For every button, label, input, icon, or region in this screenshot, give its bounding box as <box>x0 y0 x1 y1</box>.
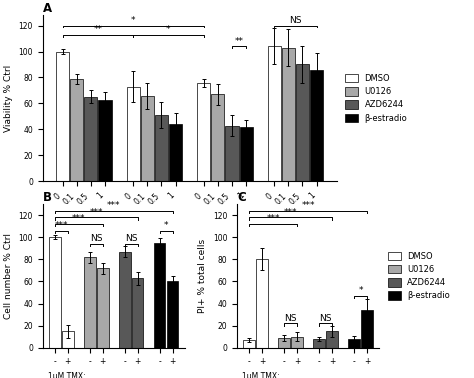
Text: *: * <box>358 286 363 295</box>
Text: 1μM TMX:: 1μM TMX: <box>242 372 280 378</box>
Y-axis label: Viability % Ctrl: Viability % Ctrl <box>4 65 13 132</box>
Bar <box>97 268 109 348</box>
Bar <box>326 331 338 348</box>
Text: A: A <box>43 2 52 15</box>
Bar <box>99 99 111 181</box>
Bar <box>84 97 98 181</box>
Text: **: ** <box>93 25 102 34</box>
Bar <box>132 278 144 348</box>
Bar <box>167 282 178 348</box>
Bar <box>56 51 69 181</box>
Bar <box>244 340 255 348</box>
Bar <box>361 310 373 348</box>
Legend: DMSO, U0126, AZD6244, β-estradio: DMSO, U0126, AZD6244, β-estradio <box>388 251 450 301</box>
Bar <box>268 46 281 181</box>
Bar <box>169 124 182 181</box>
Text: NS: NS <box>289 16 301 25</box>
Text: *: * <box>131 16 136 25</box>
Y-axis label: PI+ % total cells: PI+ % total cells <box>198 239 207 313</box>
Text: 1μM TMX:: 1μM TMX: <box>48 372 85 378</box>
Bar <box>62 331 73 348</box>
Bar <box>225 125 238 181</box>
Bar <box>256 259 268 348</box>
Text: ***: *** <box>284 208 297 217</box>
Text: NS: NS <box>125 234 137 243</box>
Text: ***: *** <box>55 221 68 230</box>
Text: ***: *** <box>266 214 280 223</box>
Bar <box>292 337 303 348</box>
Text: NS: NS <box>319 314 332 323</box>
Bar <box>155 115 168 181</box>
Bar <box>239 127 253 181</box>
Bar <box>154 243 165 348</box>
Text: **: ** <box>235 37 244 46</box>
Bar <box>296 65 309 181</box>
Bar <box>84 257 96 348</box>
Text: ***: *** <box>301 201 315 210</box>
Bar <box>127 87 140 181</box>
Bar <box>119 252 130 348</box>
Bar <box>141 96 154 181</box>
Text: C: C <box>237 191 246 204</box>
Text: NS: NS <box>284 314 297 323</box>
Text: ***: *** <box>72 214 86 223</box>
Text: ***: *** <box>90 208 103 217</box>
Bar <box>278 338 290 348</box>
Bar <box>49 237 61 348</box>
Bar <box>282 48 295 181</box>
Bar <box>313 339 325 348</box>
Bar <box>197 83 210 181</box>
Text: [TMX] (μM):: [TMX] (μM): <box>54 226 99 235</box>
Bar <box>348 339 360 348</box>
Bar <box>211 94 224 181</box>
Text: *: * <box>166 25 171 34</box>
Bar <box>70 79 83 181</box>
Text: ***: *** <box>107 201 120 210</box>
Text: NS: NS <box>90 234 102 243</box>
Text: B: B <box>43 191 52 204</box>
Y-axis label: Cell number % Ctrl: Cell number % Ctrl <box>4 233 13 319</box>
Text: *: * <box>164 221 168 230</box>
Legend: DMSO, U0126, AZD6244, β-estradio: DMSO, U0126, AZD6244, β-estradio <box>346 74 407 123</box>
Bar <box>310 70 323 181</box>
